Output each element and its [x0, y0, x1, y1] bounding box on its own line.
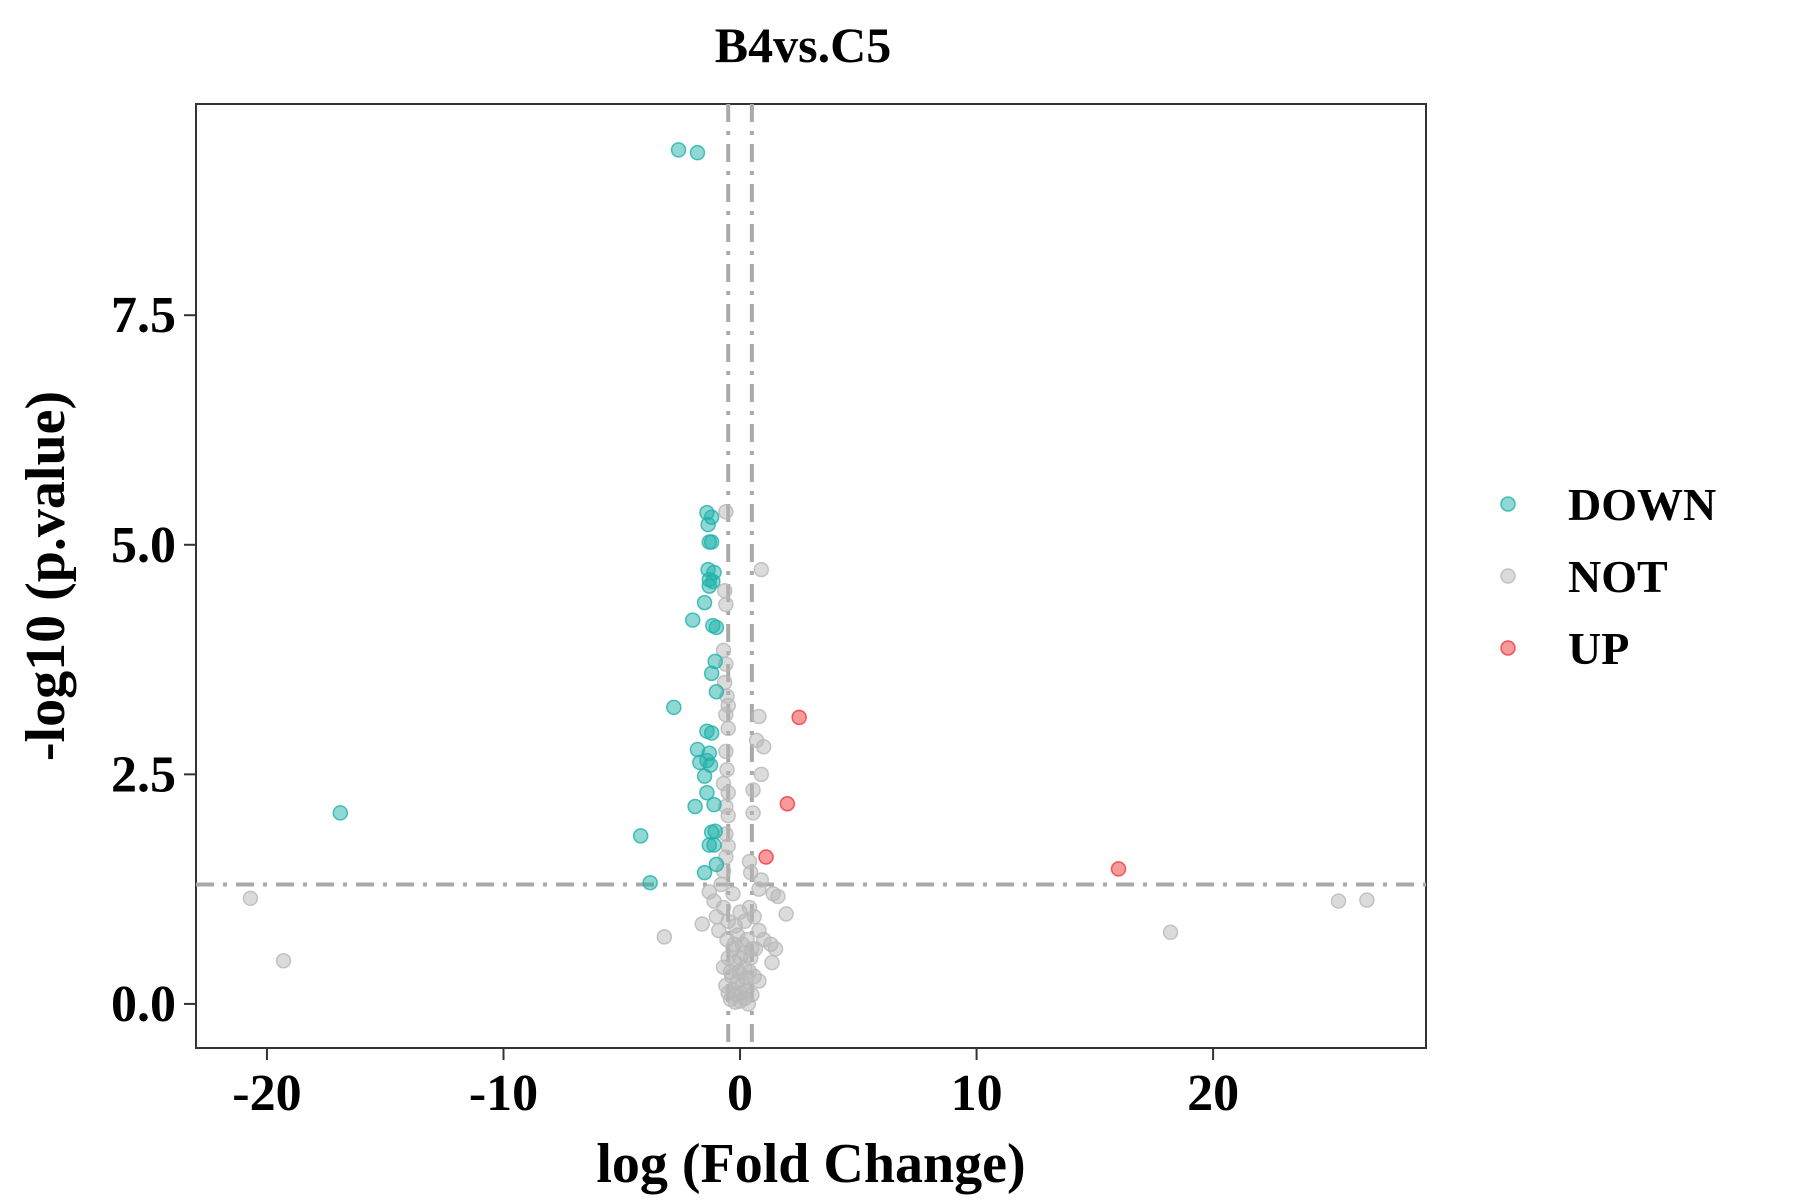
point-not: [720, 720, 736, 737]
point-down: [700, 516, 716, 533]
point-not: [694, 916, 710, 932]
point-down: [706, 796, 722, 813]
legend-marker-up: [1500, 640, 1516, 656]
x-tick-label: 20: [1187, 1065, 1239, 1122]
chart-title: B4vs.C5: [715, 17, 891, 73]
legend-label-not: NOT: [1568, 551, 1668, 602]
point-not: [753, 561, 770, 578]
point-not: [719, 762, 735, 778]
point-down: [703, 824, 720, 840]
threshold-lines: [196, 104, 1426, 1048]
point-not: [725, 885, 741, 902]
point-down: [706, 837, 722, 853]
point-not: [242, 890, 259, 907]
point-not: [731, 964, 747, 980]
point-up: [1110, 861, 1127, 877]
point-down: [687, 798, 703, 815]
point-not: [715, 899, 732, 916]
data-points: [242, 142, 1375, 1012]
legend-marker-not: [1500, 568, 1516, 584]
point-not: [747, 941, 764, 957]
point-up: [791, 709, 807, 726]
point-not: [720, 807, 736, 824]
point-down: [696, 864, 713, 881]
point-up: [779, 795, 796, 812]
point-not: [1162, 924, 1179, 941]
point-not: [745, 782, 761, 798]
legend-label-up: UP: [1568, 623, 1629, 674]
y-tick-label: 2.5: [111, 746, 176, 803]
x-tick-label: -10: [469, 1065, 538, 1122]
point-down: [703, 725, 720, 741]
point-not: [718, 706, 734, 723]
point-up: [758, 849, 774, 865]
point-down: [632, 828, 649, 844]
point-not: [720, 784, 736, 801]
point-not: [745, 805, 761, 821]
point-down: [703, 534, 720, 550]
point-not: [656, 929, 673, 945]
point-not: [719, 931, 735, 948]
point-not: [778, 906, 794, 922]
x-axis-title: log (Fold Change): [596, 1133, 1025, 1195]
point-down: [670, 142, 687, 158]
x-axis: -20 -10 0 10 20: [232, 1048, 1239, 1122]
point-not: [275, 953, 292, 969]
point-not: [718, 743, 734, 760]
point-not: [1330, 893, 1347, 909]
point-not: [1359, 892, 1375, 908]
point-down: [708, 856, 725, 873]
point-down: [666, 699, 682, 716]
x-tick-label: -20: [232, 1065, 301, 1122]
point-not: [740, 996, 757, 1012]
point-not: [764, 954, 780, 971]
x-tick-label: 0: [727, 1065, 753, 1122]
x-tick-label: 10: [951, 1065, 1003, 1122]
plot-frame: [195, 103, 1427, 1049]
point-down: [332, 805, 349, 821]
point-down: [699, 784, 715, 801]
point-not: [716, 582, 733, 599]
y-tick-label: 0.0: [111, 976, 176, 1033]
y-axis-title: -log10 (p.value): [15, 391, 77, 761]
point-not: [755, 739, 772, 755]
legend-label-down: DOWN: [1568, 479, 1716, 530]
point-not: [718, 596, 734, 613]
point-not: [718, 503, 734, 520]
point-down: [701, 578, 718, 594]
point-not: [765, 885, 781, 902]
point-not: [733, 985, 749, 1001]
point-down: [708, 683, 725, 700]
point-not: [713, 876, 729, 893]
y-tick-label: 5.0: [111, 517, 176, 574]
point-down: [696, 768, 713, 784]
point-not: [751, 973, 767, 989]
y-axis: 0.0 2.5 5.0 7.5: [111, 287, 196, 1033]
point-not: [746, 908, 762, 925]
point-down: [689, 144, 706, 161]
point-down: [684, 612, 701, 628]
point-down: [708, 619, 725, 636]
legend-marker-down: [1500, 496, 1516, 512]
y-tick-label: 7.5: [111, 287, 176, 344]
point-not: [753, 766, 770, 783]
point-not: [751, 708, 767, 725]
point-down: [696, 594, 713, 611]
point-down: [642, 874, 658, 891]
point-down: [703, 665, 720, 682]
legend: DOWN NOT UP: [1500, 479, 1716, 674]
point-not: [751, 881, 767, 897]
point-not: [742, 864, 759, 881]
point-not: [767, 941, 784, 957]
